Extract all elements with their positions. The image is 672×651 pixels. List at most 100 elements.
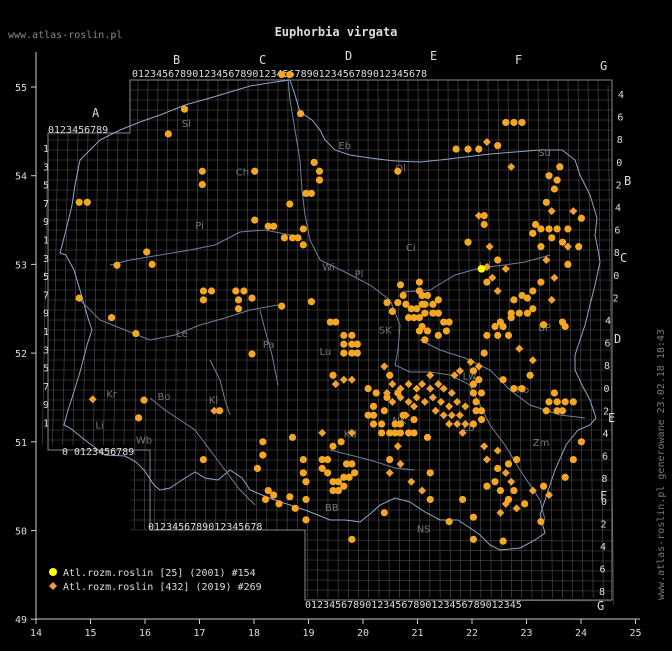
occurrence-dot (518, 118, 526, 127)
occurrence-dot (513, 455, 521, 464)
occurrence-diamond (563, 242, 572, 251)
occurrence-dot (83, 198, 91, 206)
grid-label: 1 (43, 327, 49, 338)
occurrence-dot (329, 442, 337, 450)
occurrence-dot (464, 238, 472, 246)
x-tick-label: 19 (302, 628, 314, 639)
occurrence-dot (340, 482, 348, 490)
occurrence-dot (553, 225, 561, 233)
occurrence-dot (353, 349, 361, 357)
occurrence-diamond (453, 397, 462, 406)
occurrence-dot (499, 537, 507, 545)
grid-label: A (92, 106, 100, 120)
occurrence-diamond (485, 242, 494, 251)
occurrence-dot (421, 336, 429, 344)
grid-label: 5 (43, 181, 49, 192)
occurrence-dot (291, 504, 299, 512)
occurrence-diamond (461, 420, 470, 429)
occurrence-dot (307, 298, 315, 306)
grid-label: 0123456789 (48, 125, 108, 136)
occurrence-dot (340, 473, 348, 481)
occurrence-dot (132, 329, 140, 338)
region-label: Le (176, 329, 188, 340)
occurrence-dot (558, 407, 567, 415)
occurrence-dot (348, 460, 356, 468)
region-label: Ci (406, 243, 416, 254)
occurrence-dot (537, 243, 545, 251)
side-watermark: www.atlas-roslin.pl generowane 23.02.18 … (656, 329, 667, 600)
occurrence-dot (75, 294, 83, 302)
occurrence-dot (469, 535, 477, 543)
occurrence-dot (143, 248, 151, 256)
occurrence-diamond (347, 428, 356, 437)
occurrence-dot (477, 416, 486, 424)
occurrence-dot (261, 495, 270, 504)
grid-label: 4 (615, 203, 621, 214)
occurrence-dot (334, 486, 342, 495)
occurrence-dot (480, 212, 488, 220)
x-tick-label: 22 (466, 628, 478, 639)
grid-label: 0 (616, 158, 622, 169)
occurrence-dot (542, 198, 550, 206)
occurrence-dot (540, 482, 548, 490)
occurrence-dot (540, 321, 548, 329)
grid-label: 9 (43, 400, 49, 411)
occurrence-dot (332, 318, 340, 326)
occurrence-diamond (404, 397, 413, 406)
occurrence-dot (248, 294, 256, 302)
y-tick-label: 49 (15, 615, 27, 626)
occurrence-dot (108, 314, 116, 322)
occurrence-dot (491, 478, 499, 486)
occurrence-dot (364, 384, 372, 393)
occurrence-diamond (507, 477, 516, 486)
occurrence-dot (472, 398, 480, 406)
region-label: SK (379, 326, 392, 337)
occurrence-diamond (493, 287, 502, 296)
occurrence-yellow-dot (477, 265, 486, 273)
occurrence-dot (475, 376, 483, 384)
occurrence-diamond (388, 380, 397, 389)
occurrence-diamond (569, 207, 578, 216)
occurrence-dot (564, 225, 572, 233)
occurrence-dot (353, 340, 361, 348)
occurrence-dot (475, 145, 483, 153)
occurrence-diamond (445, 402, 454, 411)
occurrence-dot (198, 167, 206, 175)
occurrence-dot (510, 384, 518, 393)
occurrence-dot (469, 513, 477, 521)
occurrence-dot (324, 469, 332, 477)
occurrence-diamond (445, 420, 454, 429)
occurrence-dot (288, 433, 297, 441)
region-label: Su (538, 148, 551, 159)
grid-label: 7 (43, 382, 49, 393)
occurrence-dot (510, 486, 518, 495)
occurrence-dot (329, 478, 337, 486)
occurrence-dot (396, 429, 405, 437)
grid-label: B (173, 53, 180, 67)
occurrence-dot (529, 287, 537, 295)
occurrence-dot (464, 145, 472, 153)
region-label: Ch (236, 168, 249, 179)
occurrence-dot (307, 189, 315, 198)
grid-label: 9 (43, 217, 49, 228)
grid-label: C (259, 53, 266, 67)
occurrence-diamond (515, 344, 524, 353)
occurrence-dot (405, 429, 413, 437)
region-label: Pi (195, 221, 204, 232)
y-tick-label: 54 (15, 172, 27, 183)
occurrence-dot (410, 429, 418, 437)
grid-label: 012345678901234567890123456789012345 (305, 600, 522, 611)
grid-label: 5 (43, 364, 49, 375)
grid-label: 2 (601, 519, 607, 530)
occurrence-diamond (420, 397, 429, 406)
occurrence-dot (537, 225, 545, 233)
occurrence-diamond (450, 371, 459, 380)
occurrence-dot (148, 260, 156, 268)
occurrence-diamond (474, 211, 483, 220)
occurrence-diamond (210, 406, 219, 415)
occurrence-dot (518, 291, 526, 300)
occurrence-diamond (482, 137, 491, 146)
occurrence-dot (340, 340, 348, 348)
grid-label: G (600, 59, 607, 73)
occurrence-dot (278, 70, 286, 79)
